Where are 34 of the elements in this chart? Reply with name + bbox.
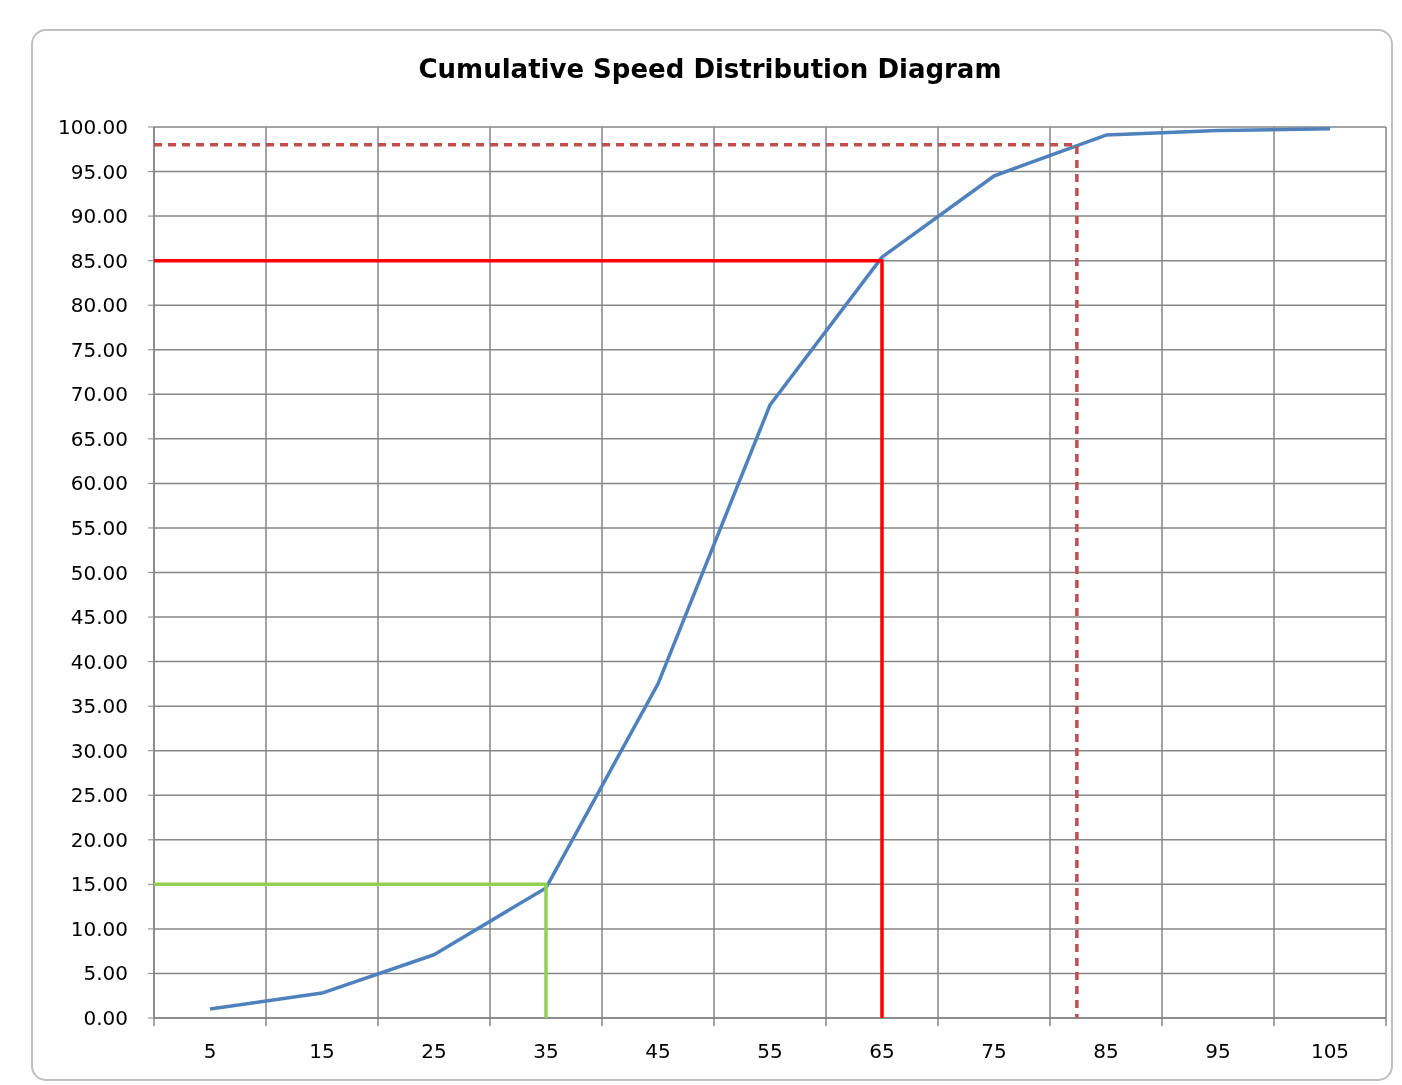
y-tick-label: 65.00 bbox=[70, 426, 128, 451]
x-tick-label: 55 bbox=[757, 1039, 783, 1063]
y-tick-label: 85.00 bbox=[70, 248, 128, 273]
x-tick-label: 35 bbox=[533, 1039, 559, 1063]
y-tick-label: 0.00 bbox=[83, 1006, 128, 1030]
y-tick-label: 5.00 bbox=[83, 961, 128, 986]
y-tick-label: 45.00 bbox=[70, 605, 128, 630]
y-tick-label: 20.00 bbox=[70, 827, 128, 852]
y-tick-label: 95.00 bbox=[70, 159, 128, 184]
y-tick-label: 80.00 bbox=[70, 293, 128, 318]
x-tick-label: 75 bbox=[981, 1039, 1007, 1063]
line-series bbox=[208, 127, 1332, 1011]
x-tick-label: 85 bbox=[1093, 1039, 1119, 1063]
x-tick-label: 105 bbox=[1310, 1039, 1350, 1063]
y-tick-label: 70.00 bbox=[70, 382, 128, 407]
y-tick-label: 100.00 bbox=[58, 115, 128, 139]
y-tick-label: 90.00 bbox=[70, 204, 128, 229]
x-tick-label: 95 bbox=[1205, 1039, 1231, 1063]
y-tick-label: 25.00 bbox=[70, 783, 128, 808]
y-tick-label: 75.00 bbox=[70, 337, 128, 362]
x-tick-label: 65 bbox=[869, 1039, 895, 1063]
x-tick-label: 15 bbox=[309, 1039, 335, 1063]
y-tick-label: 35.00 bbox=[70, 694, 128, 719]
x-tick-label: 45 bbox=[645, 1039, 671, 1063]
chart-title: Cumulative Speed Distribution Diagram bbox=[418, 54, 1002, 84]
y-tick-label: 15.00 bbox=[70, 872, 128, 897]
x-tick-label: 25 bbox=[421, 1039, 447, 1063]
x-tick-label: 5 bbox=[203, 1039, 217, 1063]
y-tick-label: 30.00 bbox=[70, 738, 128, 763]
y-tick-label: 10.00 bbox=[70, 916, 128, 941]
y-tick-label: 60.00 bbox=[70, 471, 128, 496]
y-tick-label: 50.00 bbox=[70, 560, 128, 585]
y-tick-label: 40.00 bbox=[70, 649, 128, 674]
y-tick-label: 55.00 bbox=[70, 515, 128, 540]
